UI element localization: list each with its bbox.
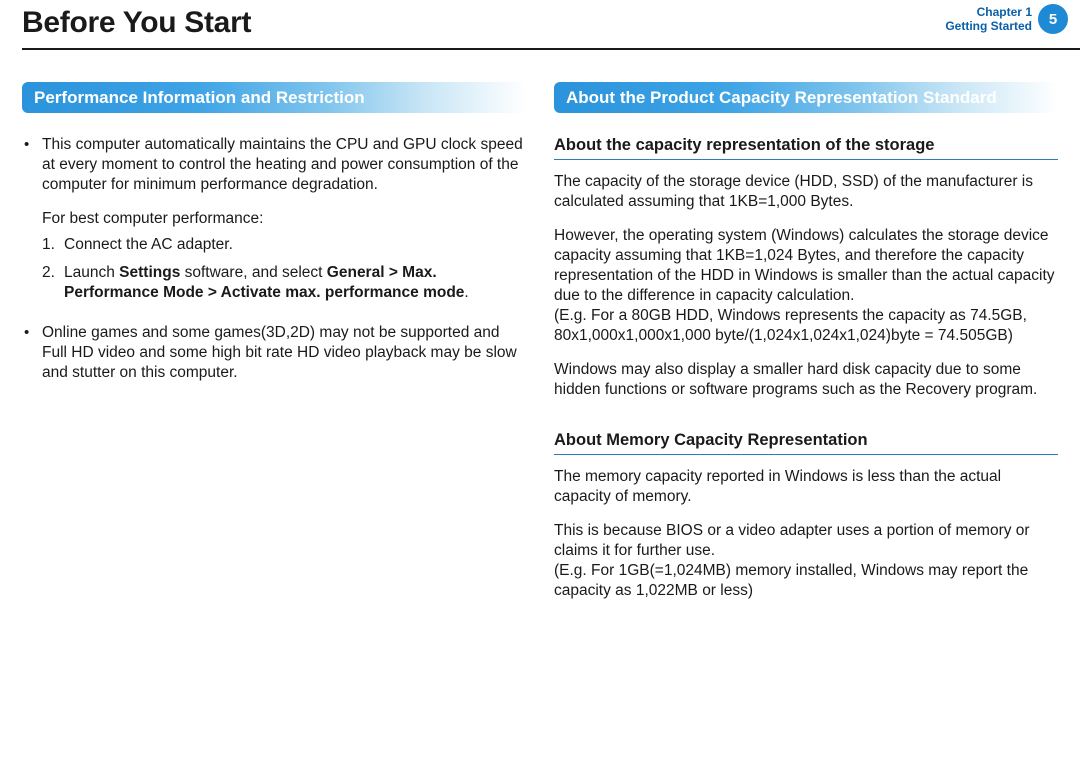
document-page: Before You Start Chapter 1 Getting Start… (0, 0, 1080, 766)
list-item: Online games and some games(3D,2D) may n… (22, 323, 526, 383)
right-column: About the Product Capacity Representatio… (554, 82, 1058, 615)
step-item: Connect the AC adapter. (42, 235, 526, 255)
content-columns: Performance Information and Restriction … (0, 52, 1080, 615)
header-divider (22, 48, 1080, 50)
header-right: Chapter 1 Getting Started 5 (945, 4, 1080, 34)
subhead-text: About the capacity representation of the… (554, 136, 934, 154)
bullet-text: This computer automatically maintains th… (42, 135, 526, 195)
section-header-performance: Performance Information and Restriction (22, 82, 526, 113)
chapter-line1: Chapter 1 (945, 5, 1032, 19)
paragraph: Windows may also display a smaller hard … (554, 360, 1058, 400)
paragraph-example: (E.g. For 1GB(=1,024MB) memory installed… (554, 562, 1028, 599)
paragraph-example: (E.g. For a 80GB HDD, Windows represents… (554, 307, 1027, 344)
subsection-heading-storage: About the capacity representation of the… (554, 135, 1058, 160)
performance-bullets: This computer automatically maintains th… (22, 135, 526, 383)
subsection-heading-memory: About Memory Capacity Representation (554, 430, 1058, 455)
step-text: Connect the AC adapter. (64, 236, 233, 253)
page-number-badge: 5 (1038, 4, 1068, 34)
page-title: Before You Start (22, 6, 1080, 40)
step2-mid: software, and select (180, 264, 326, 281)
paragraph-group: This is because BIOS or a video adapter … (554, 521, 1058, 601)
chapter-line2: Getting Started (945, 19, 1032, 33)
left-column: Performance Information and Restriction … (22, 82, 526, 615)
step-item: Launch Settings software, and select Gen… (42, 263, 526, 303)
paragraph: The capacity of the storage device (HDD,… (554, 172, 1058, 212)
subhead-text: About Memory Capacity Representation (554, 431, 868, 449)
page-header: Before You Start Chapter 1 Getting Start… (0, 0, 1080, 52)
paragraph: The memory capacity reported in Windows … (554, 467, 1058, 507)
section-title: About the Product Capacity Representatio… (566, 88, 997, 107)
list-item: This computer automatically maintains th… (22, 135, 526, 303)
best-performance-block: For best computer performance: Connect t… (42, 209, 526, 303)
step2-bold1: Settings (119, 264, 180, 281)
step2-prefix: Launch (64, 264, 119, 281)
paragraph-group: However, the operating system (Windows) … (554, 226, 1058, 346)
performance-steps: Connect the AC adapter. Launch Settings … (42, 235, 526, 303)
step2-suffix: . (464, 284, 468, 301)
section-header-capacity: About the Product Capacity Representatio… (554, 82, 1058, 113)
page-number: 5 (1049, 11, 1057, 28)
bullet-text: Online games and some games(3D,2D) may n… (42, 324, 517, 381)
intro-text: For best computer performance: (42, 209, 526, 229)
paragraph-text: However, the operating system (Windows) … (554, 227, 1055, 304)
paragraph-text: This is because BIOS or a video adapter … (554, 522, 1030, 559)
chapter-label: Chapter 1 Getting Started (945, 5, 1032, 33)
section-title: Performance Information and Restriction (34, 88, 365, 107)
